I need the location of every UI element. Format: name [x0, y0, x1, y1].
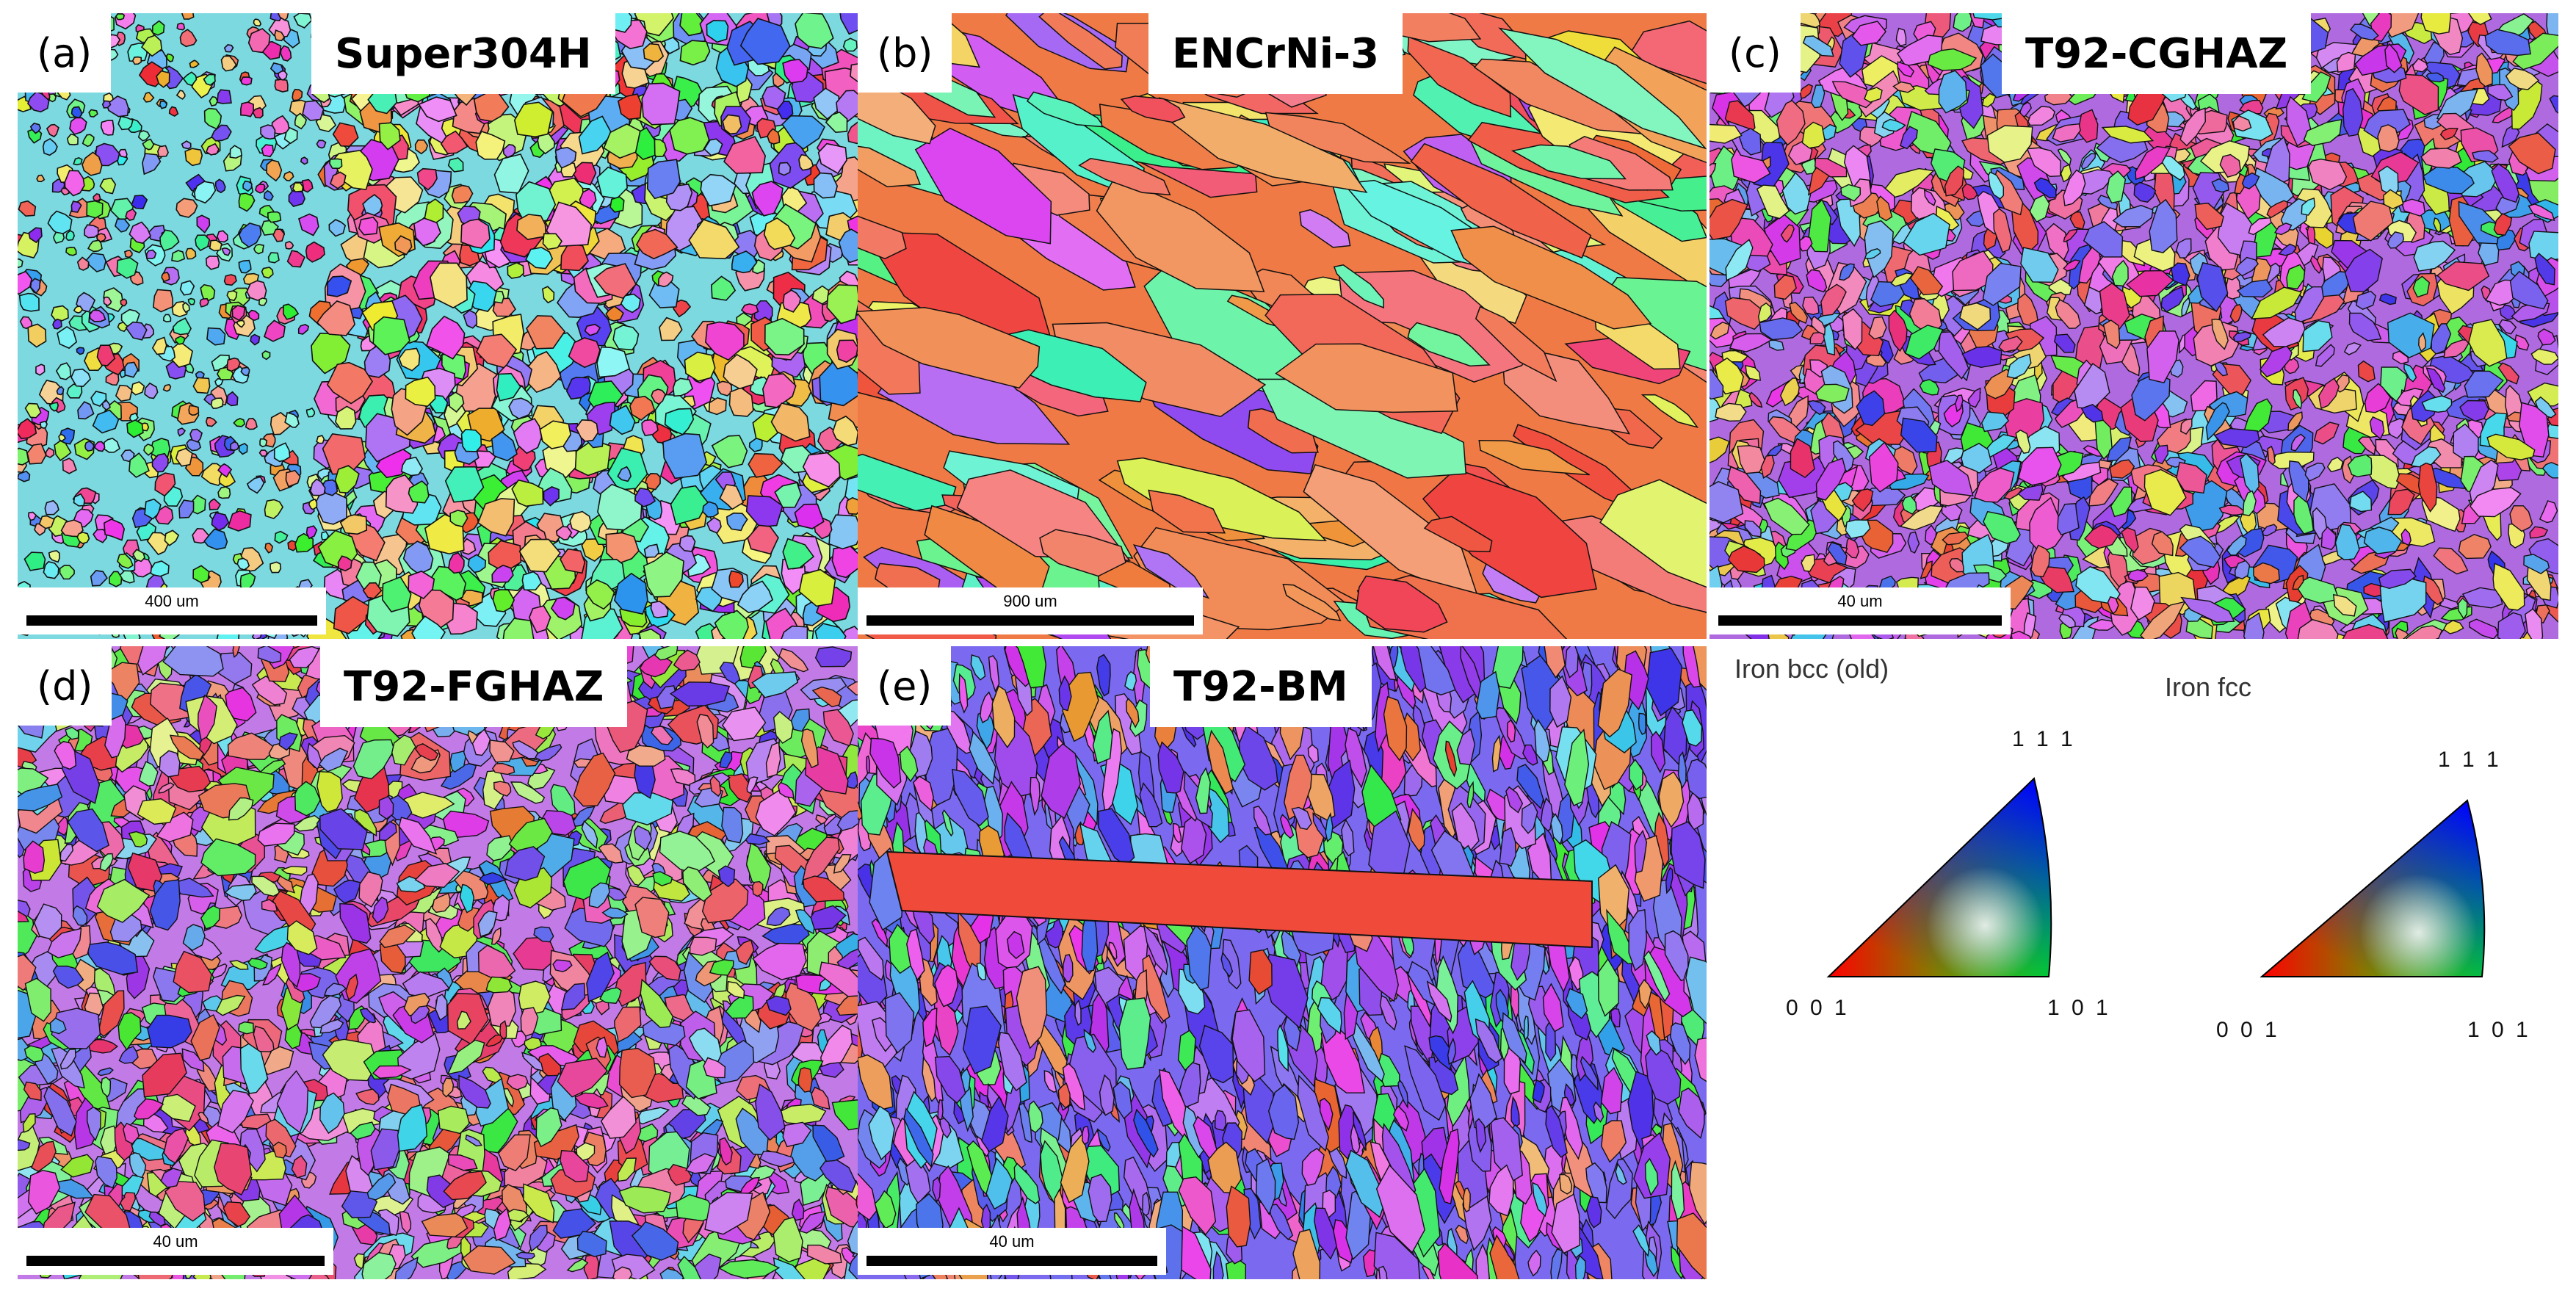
orientation-map-a — [18, 13, 862, 639]
scale-bar-text-b: 900 um — [1003, 592, 1057, 610]
fcc-tick-101: 1 0 1 — [2467, 1018, 2531, 1042]
scale-bar-b: 900 um — [858, 587, 1203, 634]
fcc-tick-111: 1 1 1 — [2438, 748, 2502, 772]
orientation-map-b — [858, 13, 1707, 639]
scale-bar-text-d: 40 um — [153, 1232, 198, 1251]
panel-title-a: Super304H — [311, 13, 615, 94]
panel-label-c: (c) — [1710, 13, 1801, 93]
bcc-tick-101: 1 0 1 — [2047, 996, 2111, 1020]
scale-bar-e: 40 um — [858, 1228, 1166, 1275]
orientation-map-e — [858, 646, 1707, 1279]
panel-label-e: (e) — [858, 646, 952, 726]
panel-d: (d) T92-FGHAZ 40 um — [18, 646, 862, 1279]
ipf-outline — [2260, 799, 2486, 977]
panel-title-c: T92-CGHAZ — [2002, 13, 2312, 94]
legend-title-bcc: Iron bcc (old) — [1734, 654, 1889, 684]
scale-bar-text-a: 400 um — [145, 592, 199, 610]
legend-title-fcc: Iron fcc — [2165, 672, 2252, 702]
panel-e: (e) T92-BM 40 um — [858, 646, 1707, 1279]
fcc-tick-001: 0 0 1 — [2216, 1018, 2280, 1042]
panel-title-d: T92-FGHAZ — [320, 646, 628, 727]
panel-label-a: (a) — [18, 13, 112, 93]
scale-bar-d: 40 um — [18, 1228, 333, 1275]
orientation-map-c — [1710, 13, 2558, 639]
panel-c: (c) T92-CGHAZ 40 um — [1710, 13, 2558, 639]
ipf-triangle-fcc — [2260, 799, 2486, 977]
ipf-gradient-layer — [2262, 800, 2485, 977]
scale-bar-text-e: 40 um — [989, 1232, 1035, 1251]
ipf-triangle-bcc — [1826, 777, 2052, 977]
ipf-gradient-layer — [1828, 778, 2052, 977]
scale-bar-line-b — [866, 615, 1194, 626]
panel-title-b: ENCrNi-3 — [1148, 13, 1403, 94]
scale-bar-a: 400 um — [18, 587, 326, 634]
scale-bar-line-e — [866, 1256, 1157, 1266]
scale-bar-line-c — [1718, 615, 2002, 626]
panel-label-b: (b) — [858, 13, 952, 93]
bcc-tick-001: 0 0 1 — [1786, 996, 1850, 1020]
panel-a: (a) Super304H 400 um — [18, 13, 862, 639]
panel-label-d: (d) — [18, 646, 112, 726]
bcc-tick-111: 1 1 1 — [2012, 727, 2076, 751]
scale-bar-c: 40 um — [1710, 587, 2011, 634]
panel-title-e: T92-BM — [1150, 646, 1372, 727]
scale-bar-line-d — [26, 1256, 325, 1266]
panel-b: (b) ENCrNi-3 900 um — [858, 13, 1707, 639]
scale-bar-text-c: 40 um — [1837, 592, 1883, 610]
scale-bar-line-a — [26, 615, 317, 626]
ipf-outline — [1826, 777, 2052, 977]
orientation-map-d — [18, 646, 862, 1279]
